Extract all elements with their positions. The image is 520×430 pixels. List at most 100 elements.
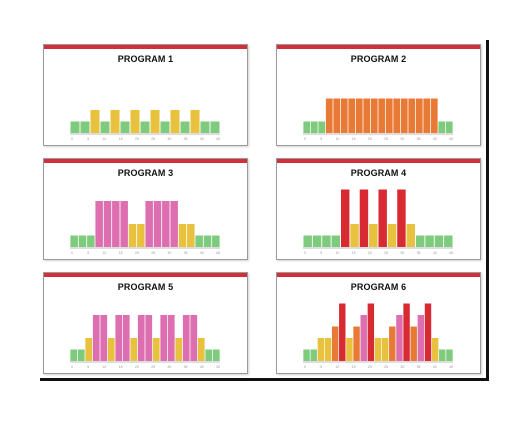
x-tick-label: 40 — [433, 137, 437, 141]
bar — [446, 349, 453, 361]
bar — [85, 338, 93, 361]
bar — [187, 224, 195, 247]
bar — [303, 235, 312, 247]
chart-panel-2: PROGRAM 2 0 5 10 15 20 25 30 35 40 45 — [276, 44, 481, 146]
chart-panel-4: PROGRAM 4 0 5 10 15 20 25 30 35 40 45 — [276, 158, 481, 260]
bar — [374, 338, 382, 361]
x-tick-label: 25 — [384, 251, 388, 255]
x-tick-label: 25 — [384, 365, 388, 369]
chart-title: PROGRAM 3 — [117, 168, 174, 178]
x-tick-label: 35 — [417, 137, 421, 141]
bar — [170, 201, 178, 247]
bar — [363, 98, 371, 133]
bar — [122, 315, 130, 361]
x-tick-label: 20 — [368, 365, 372, 369]
bar — [381, 338, 389, 361]
x-tick-label: 15 — [119, 251, 123, 255]
chart-plot: 0 5 10 15 20 25 30 35 40 45 — [303, 189, 453, 255]
bar — [403, 303, 410, 361]
bar — [120, 201, 128, 247]
bar — [359, 189, 369, 247]
x-tick-label: 10 — [335, 251, 339, 255]
bar — [397, 189, 406, 247]
x-tick-label: 30 — [400, 365, 404, 369]
bar — [70, 235, 78, 247]
bar — [331, 326, 339, 361]
x-tick-label: 0 — [304, 137, 306, 141]
x-tick-label: 40 — [200, 251, 204, 255]
bar — [162, 201, 170, 247]
bar — [100, 315, 108, 361]
bar — [182, 315, 190, 361]
bar — [167, 315, 175, 361]
bar — [145, 201, 153, 247]
x-tick-label: 45 — [216, 137, 220, 141]
bar — [145, 315, 153, 361]
bar — [339, 303, 346, 361]
chart-title: PROGRAM 2 — [350, 54, 407, 64]
x-tick-label: 20 — [135, 251, 139, 255]
bar — [369, 224, 378, 247]
x-tick-label: 35 — [184, 251, 188, 255]
panel-header-bar — [277, 273, 480, 277]
chart-plot: 0 5 10 15 20 25 30 35 40 45 — [303, 98, 453, 141]
bar — [367, 303, 375, 361]
bar — [128, 224, 137, 247]
bar — [107, 338, 115, 361]
chart-panel-5: PROGRAM 5 0 5 10 15 20 25 30 35 40 45 — [43, 272, 248, 374]
bar — [152, 338, 160, 361]
x-tick-label: 35 — [417, 365, 421, 369]
x-tick-label: 0 — [71, 137, 73, 141]
x-tick-label: 5 — [320, 365, 322, 369]
bar — [100, 121, 110, 133]
bar — [160, 315, 168, 361]
chart-panel-6: PROGRAM 6 0 5 10 15 20 25 30 35 40 45 — [276, 272, 481, 374]
x-tick-label: 45 — [449, 365, 453, 369]
x-tick-label: 45 — [216, 251, 220, 255]
x-tick-label: 30 — [167, 365, 171, 369]
bar — [112, 201, 120, 247]
bar — [340, 98, 348, 133]
chart-title: PROGRAM 4 — [350, 168, 407, 178]
bar — [445, 121, 453, 133]
x-tick-label: 40 — [433, 251, 437, 255]
bar — [190, 315, 198, 361]
bar — [312, 235, 322, 247]
x-tick-label: 40 — [200, 137, 204, 141]
bar — [340, 189, 350, 247]
bar — [346, 338, 353, 361]
bar — [103, 201, 112, 247]
bar — [70, 349, 78, 361]
x-tick-label: 15 — [352, 137, 356, 141]
x-tick-label: 20 — [135, 365, 139, 369]
bar — [87, 235, 95, 247]
x-tick-label: 40 — [433, 365, 437, 369]
x-tick-label: 5 — [87, 365, 89, 369]
bar — [92, 315, 100, 361]
bar — [438, 121, 446, 133]
bar — [400, 98, 408, 133]
bar — [353, 326, 360, 361]
x-tick-label: 0 — [304, 365, 306, 369]
bar — [203, 235, 212, 247]
x-tick-label: 5 — [87, 251, 89, 255]
bar — [355, 98, 363, 133]
bar — [417, 315, 425, 361]
bar — [350, 224, 359, 247]
bar — [115, 315, 123, 361]
bar — [310, 121, 318, 133]
bar — [430, 98, 438, 133]
bar — [175, 338, 183, 361]
chart-panel-3: PROGRAM 3 0 5 10 15 20 25 30 35 40 45 — [43, 158, 248, 260]
bar — [348, 98, 356, 133]
bar — [140, 121, 150, 133]
x-tick-label: 20 — [368, 251, 372, 255]
frame-bottom-border — [40, 378, 489, 381]
bar — [130, 338, 138, 361]
bar — [408, 98, 416, 133]
bar — [178, 224, 187, 247]
chart-plot: 0 5 10 15 20 25 30 35 40 45 — [70, 201, 220, 255]
bar — [333, 98, 341, 133]
bar — [195, 235, 203, 247]
bar — [205, 349, 213, 361]
